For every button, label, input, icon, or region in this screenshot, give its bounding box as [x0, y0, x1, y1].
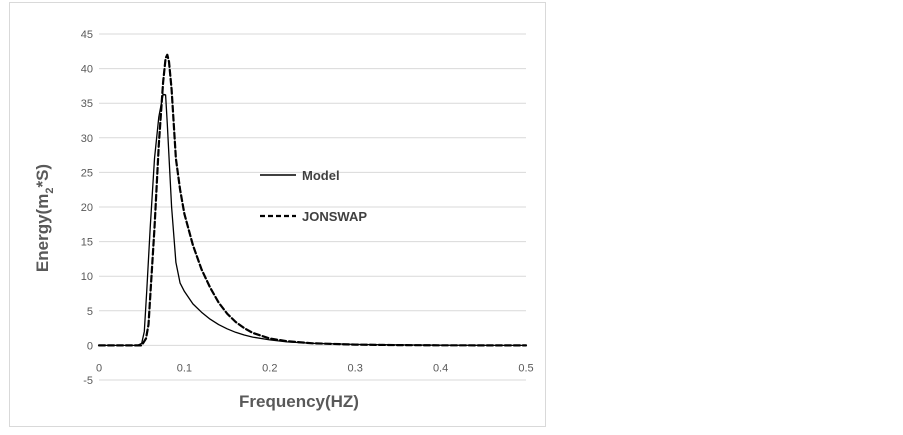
- x-tick-label: 0: [96, 362, 102, 374]
- y-tick-label: 45: [81, 29, 93, 41]
- chart-frame: -5 0 5 10 15 20 25 30 35 40 45 0 0.1 0.2 0.3 0.4 0.5 Mo…: [9, 2, 546, 427]
- y-tick-label: -5: [83, 375, 93, 387]
- x-axis-title: Frequency(HZ): [239, 392, 359, 411]
- y-tick-label: 5: [87, 306, 93, 318]
- y-tick-label: 0: [87, 340, 93, 352]
- y-tick-label: 15: [81, 237, 93, 249]
- y-tick-label: 35: [81, 98, 93, 110]
- x-tick-label: 0.5: [518, 362, 533, 374]
- legend: Model JONSWAP: [260, 168, 367, 224]
- y-axis-title-tail: *S): [33, 164, 52, 188]
- y-axis-title: Energy(m2*S): [33, 164, 56, 272]
- y-tick-label: 40: [81, 64, 93, 76]
- series-lines: [97, 53, 528, 347]
- x-tick-label: 0.2: [262, 362, 277, 374]
- y-tick-label: 25: [81, 167, 93, 179]
- x-tick-label: 0.4: [433, 362, 448, 374]
- y-axis-title-subscript: 2: [44, 188, 56, 194]
- y-tick-label: 30: [81, 133, 93, 145]
- x-tick-label: 0.1: [177, 362, 192, 374]
- x-tick-label: 0.3: [348, 362, 363, 374]
- series-line-jonswap: [97, 53, 528, 347]
- x-tick-labels: 0 0.1 0.2 0.3 0.4 0.5: [96, 362, 534, 374]
- legend-label-model: Model: [302, 168, 340, 183]
- gridlines: [99, 33, 526, 381]
- y-tick-label: 10: [81, 271, 93, 283]
- legend-label-jonswap: JONSWAP: [302, 209, 367, 224]
- y-axis-title-main: Energy(m: [33, 194, 52, 272]
- y-tick-label: 20: [81, 202, 93, 214]
- y-tick-labels: -5 0 5 10 15 20 25 30 35 40 45: [81, 29, 93, 387]
